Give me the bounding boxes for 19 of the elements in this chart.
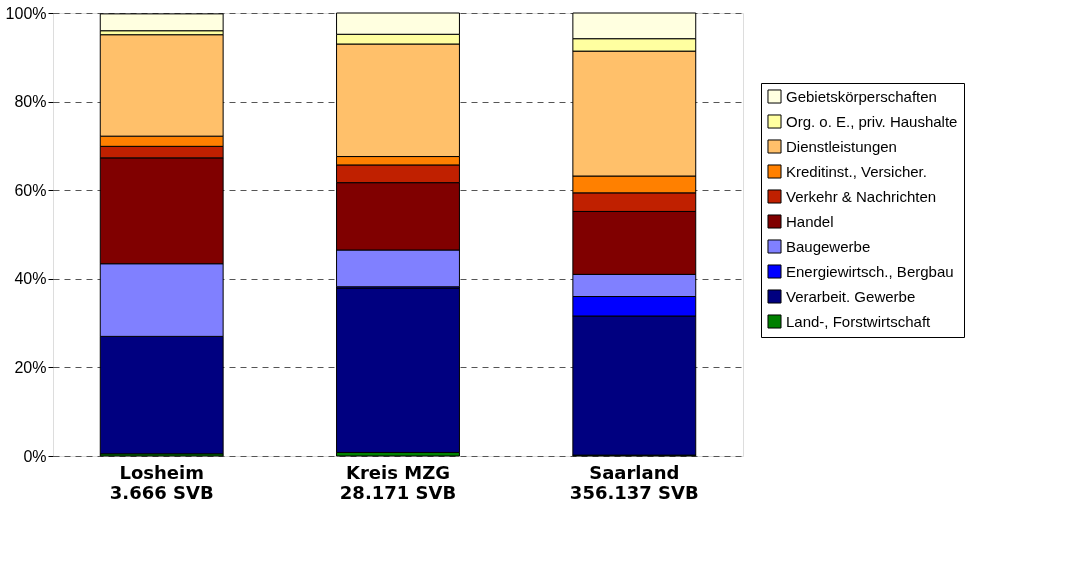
y-tick-label: 60% — [14, 181, 47, 199]
legend-label: Kreditinst., Versicher. — [786, 162, 927, 180]
legend-label: Baugewerbe — [786, 237, 871, 255]
y-tick-label: 40% — [14, 270, 47, 288]
legend-label: Gebietskörperschaften — [786, 87, 937, 105]
y-tick-label: 0% — [23, 447, 47, 465]
legend-label: Verkehr & Nachrichten — [786, 187, 937, 205]
x-tick-label: Losheim 3.666 SVB — [109, 461, 214, 503]
y-tick-label: 80% — [14, 93, 47, 111]
legend-label: Land-, Forstwirtschaft — [786, 312, 932, 330]
legend-label: Org. o. E., priv. Haushalte — [786, 112, 958, 130]
y-tick-label: 100% — [5, 4, 47, 22]
y-tick-label: 20% — [14, 358, 47, 376]
legend-label: Energiewirtsch., Bergbau — [786, 262, 954, 280]
legend-label: Dienstleistungen — [786, 137, 897, 155]
x-tick-label: Saarland 356.137 SVB — [569, 461, 699, 503]
x-tick-label: Kreis MZG 28.171 SVB — [339, 461, 457, 503]
legend-label: Verarbeit. Gewerbe — [786, 287, 916, 305]
legend-label: Handel — [786, 212, 834, 230]
